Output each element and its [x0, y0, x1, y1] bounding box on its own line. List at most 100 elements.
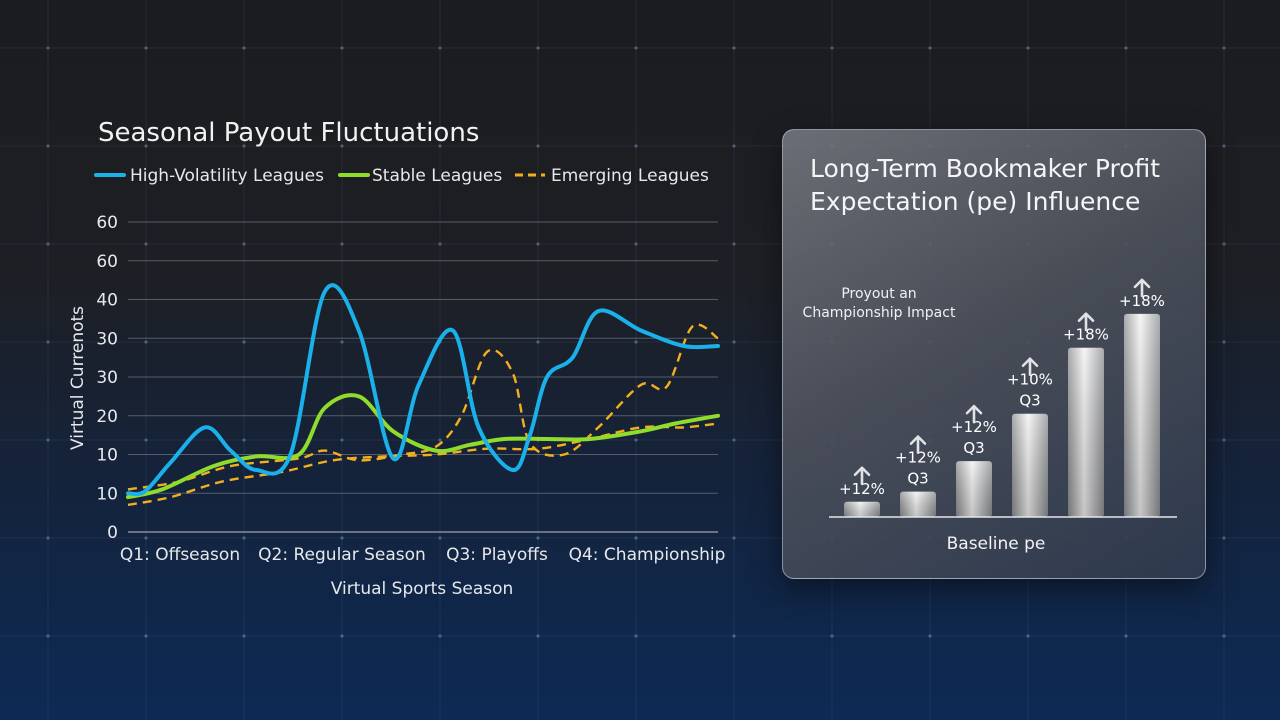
- bg-grid-dot: [242, 46, 246, 50]
- up-arrow-icon: [1133, 278, 1151, 298]
- bar-label: +12%: [895, 449, 941, 467]
- bar-label: +10%: [1007, 371, 1053, 389]
- profit-bar-shade: [844, 501, 880, 517]
- bg-grid-dot: [928, 46, 932, 50]
- bg-grid-dot: [536, 536, 540, 540]
- bg-grid-dot: [340, 46, 344, 50]
- x-axis-label: Virtual Sports Season: [331, 579, 514, 599]
- bg-grid-dot: [438, 536, 442, 540]
- up-arrow-icon: [965, 404, 983, 424]
- up-arrow-icon: [853, 466, 871, 486]
- bg-grid-dot: [144, 438, 148, 442]
- y-axis-label: Virtual Currenots: [68, 306, 88, 450]
- bg-grid-dot: [1222, 242, 1226, 246]
- legend: High-Volatility Leagues Stable Leagues E…: [94, 166, 709, 186]
- bar-label: Q3: [1019, 392, 1040, 410]
- bg-grid-dot: [536, 144, 540, 148]
- bg-grid-dot: [1222, 634, 1226, 638]
- bar-label: +18%: [1119, 292, 1165, 310]
- x-tick-label: Q2: Regular Season: [258, 545, 426, 565]
- y-tick-label: 30: [96, 329, 118, 349]
- chart-grid: [128, 221, 718, 533]
- bg-grid-dot: [1222, 46, 1226, 50]
- impact-label-line: Championship Impact: [803, 305, 956, 321]
- bg-grid-dot: [438, 438, 442, 442]
- bar-label: Q3: [907, 470, 928, 488]
- bg-grid-dot: [340, 438, 344, 442]
- y-tick-label: 10: [96, 484, 118, 504]
- up-arrow-icon: [1077, 312, 1095, 332]
- bg-grid-dot: [242, 536, 246, 540]
- bg-grid-dot: [1026, 46, 1030, 50]
- bg-grid-dot: [830, 46, 834, 50]
- bg-grid-dot: [634, 340, 638, 344]
- profit-bar-shade: [956, 461, 992, 517]
- legend-label-stable: Stable Leagues: [372, 166, 502, 186]
- profit-bar-shade: [1124, 313, 1160, 517]
- bg-grid-dot: [634, 144, 638, 148]
- bg-grid-dot: [732, 340, 736, 344]
- up-arrow-icon: [909, 435, 927, 454]
- bg-grid-dot: [46, 536, 50, 540]
- bg-grid-dot: [242, 340, 246, 344]
- bg-grid-dot: [144, 340, 148, 344]
- bg-grid-dot: [536, 340, 540, 344]
- bg-grid-dot: [46, 634, 50, 638]
- profit-bars: +12% +12% Q3 +12% Q3 +10% Q3 +18% +18%: [839, 278, 1165, 517]
- bg-grid-dot: [340, 536, 344, 540]
- bg-grid-dot: [732, 536, 736, 540]
- bg-grid-dot: [536, 46, 540, 50]
- bg-grid-dot: [536, 634, 540, 638]
- bg-grid-dot: [144, 634, 148, 638]
- bar-label: +18%: [1063, 326, 1109, 344]
- profit-bar-shade: [1068, 347, 1104, 517]
- bg-grid-dot: [732, 634, 736, 638]
- bg-grid-dot: [46, 46, 50, 50]
- bg-grid-dot: [144, 536, 148, 540]
- x-tick-label: Q4: Championship: [569, 545, 726, 565]
- y-tick-label: 60: [96, 213, 118, 233]
- x-tick-label: Q1: Offseason: [120, 545, 240, 565]
- bg-grid-dot: [144, 144, 148, 148]
- bg-grid-dot: [1222, 438, 1226, 442]
- series-line-stable: [126, 393, 720, 500]
- bg-grid-dot: [340, 634, 344, 638]
- y-tick-label: 40: [96, 291, 118, 311]
- bg-grid-dot: [1124, 46, 1128, 50]
- bg-grid-dot: [46, 438, 50, 442]
- profit-bar-shade: [900, 491, 936, 517]
- chart-series: [126, 283, 720, 507]
- bg-grid-dot: [340, 242, 344, 246]
- bg-grid-dot: [634, 46, 638, 50]
- legend-label-high-volatility: High-Volatility Leagues: [130, 166, 324, 186]
- x-tick-label: Q3: Playoffs: [446, 545, 548, 565]
- baseline-pe-label: Baseline pe: [947, 534, 1046, 554]
- bar-label: +12%: [951, 418, 997, 436]
- bg-grid-dot: [634, 438, 638, 442]
- bg-grid-dot: [242, 242, 246, 246]
- bg-grid-dot: [1222, 144, 1226, 148]
- impact-label-line: Proyout an: [841, 286, 916, 302]
- series-line-high-volatility: [126, 283, 720, 497]
- bg-grid-dot: [1124, 634, 1128, 638]
- y-tick-label: 20: [96, 407, 118, 427]
- series-line-emerging-lower: [127, 422, 719, 507]
- x-axis-ticks: Q1: Offseason Q2: Regular Season Q3: Playo…: [120, 545, 725, 565]
- bg-grid-dot: [46, 144, 50, 148]
- bg-grid-dot: [144, 242, 148, 246]
- bg-grid-dot: [340, 144, 344, 148]
- bg-grid-dot: [46, 242, 50, 246]
- bg-grid-dot: [732, 46, 736, 50]
- bar-label: Q3: [963, 439, 984, 457]
- bg-grid-dot: [732, 438, 736, 442]
- legend-label-emerging: Emerging Leagues: [551, 166, 709, 186]
- bg-grid-dot: [340, 340, 344, 344]
- bg-grid-dot: [1222, 340, 1226, 344]
- bar-label: +12%: [839, 480, 885, 498]
- profit-bar-shade: [1012, 413, 1048, 517]
- y-tick-label: 0: [107, 523, 118, 543]
- y-axis-ticks: 0 10 10 20 30 30 40 60 60: [96, 213, 118, 543]
- bg-grid-dot: [438, 46, 442, 50]
- bg-grid-dot: [144, 46, 148, 50]
